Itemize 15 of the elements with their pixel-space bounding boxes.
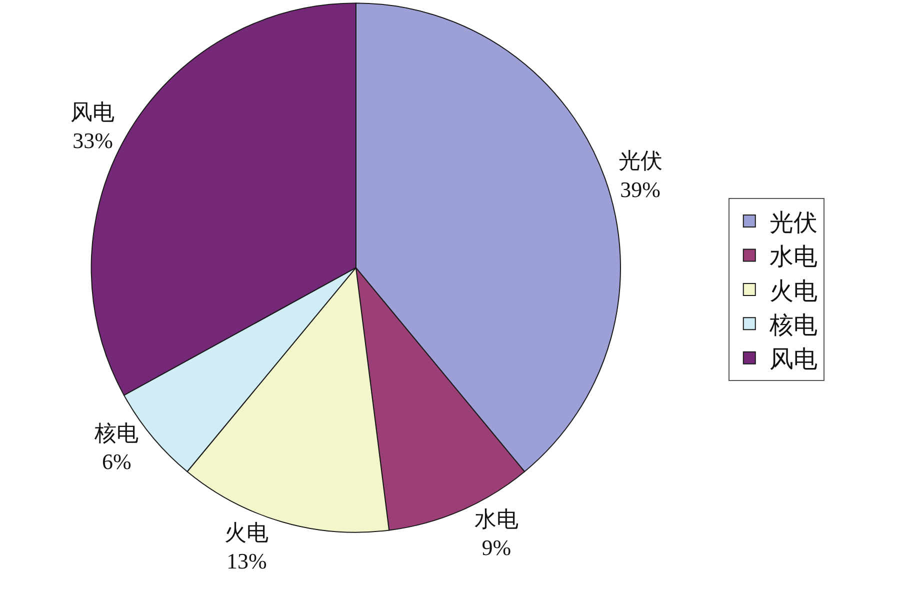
legend-label: 水电	[769, 244, 818, 271]
slice-label: 光伏	[618, 148, 662, 174]
legend-label: 光伏	[769, 210, 818, 236]
legend-label: 风电	[769, 347, 818, 374]
legend-label: 核电	[768, 313, 818, 339]
data-label: 9%	[482, 534, 512, 560]
slice-label: 核电	[94, 420, 139, 446]
data-label: 6%	[102, 449, 132, 474]
slice-label: 火电	[224, 520, 269, 545]
slice-label: 水电	[474, 506, 518, 532]
data-label: 13%	[226, 548, 267, 574]
data-label: 39%	[620, 176, 660, 202]
legend-label: 火电	[769, 278, 818, 305]
slice-label: 风电	[70, 99, 115, 124]
data-label: 33%	[72, 128, 113, 153]
